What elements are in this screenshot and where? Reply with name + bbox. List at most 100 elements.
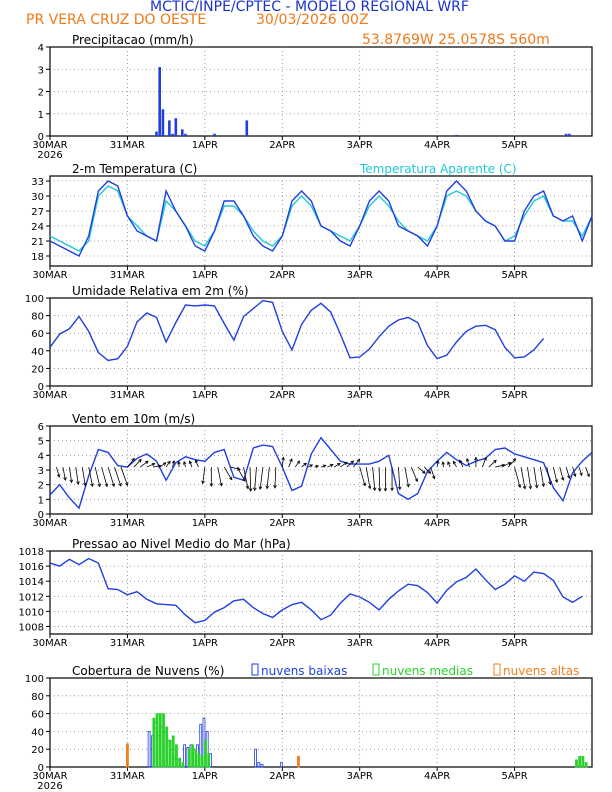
cloud-bar-nuvens-medias: [181, 762, 185, 768]
y-tick-label: 4: [38, 451, 44, 462]
wind-vector-head: [567, 475, 571, 480]
cloud-bar-nuvens-altas: [297, 755, 300, 768]
wind-vector-head: [466, 457, 470, 462]
wind-vector-head: [138, 458, 142, 463]
precip-bar: [180, 129, 184, 136]
cloud-bar-nuvens-medias: [581, 755, 585, 768]
wind-vector: [495, 464, 505, 468]
cloud-legend-label: nuvens medias: [382, 664, 473, 678]
wind-vector-head: [209, 483, 214, 487]
x-tick-label: 1APR: [192, 771, 218, 782]
y-tick-label: 27: [31, 207, 44, 218]
y-tick-label: 0: [38, 510, 44, 521]
cloud-bar-nuvens-medias: [158, 713, 162, 768]
wind-vector: [183, 461, 186, 468]
cloud-legend-label: nuvens baixas: [261, 664, 347, 678]
x-tick-label: 5APR: [501, 518, 527, 529]
wind-vector-head: [188, 460, 193, 465]
wind-vector: [436, 460, 439, 468]
x-tick-label: 30MAR: [32, 390, 67, 401]
y-tick-label: 40: [31, 347, 44, 358]
x-tick-label: 30MAR: [32, 518, 67, 529]
x-tick-label: 31MAR: [110, 638, 145, 649]
precip-bar: [155, 131, 158, 136]
x-tick-label: 4APR: [424, 140, 450, 151]
wind-vector-head: [229, 476, 233, 481]
wind-vector-head: [586, 473, 590, 478]
wind-vector-head: [237, 467, 241, 471]
pressure-line: [49, 557, 583, 624]
wind-vector-head: [453, 460, 457, 465]
wind-vector-head: [167, 460, 171, 465]
wind-vector-head: [474, 456, 478, 461]
temperature-line: [49, 179, 593, 257]
wind-vector: [68, 467, 73, 483]
wind-vector-head: [162, 462, 167, 466]
panel-frame: [49, 175, 593, 267]
precip-bar: [213, 133, 216, 136]
wind-vector: [527, 467, 532, 489]
wind-vector: [288, 458, 293, 468]
wind-vector: [430, 466, 435, 479]
x-tick-year: 2026: [37, 781, 62, 792]
header-location: PR VERA CRUZ DO OESTE: [26, 12, 207, 28]
wind-speed-line: [49, 436, 593, 510]
wind-vector: [56, 466, 60, 478]
precip-bar: [174, 118, 178, 136]
wind-vector-head: [296, 460, 300, 465]
wind-vector-head: [131, 457, 135, 462]
x-tick-label: 3APR: [347, 390, 373, 401]
cloud-bar-nuvens-baixas: [147, 731, 151, 768]
y-tick-label: 3: [38, 65, 44, 76]
x-tick-label: 1APR: [192, 518, 218, 529]
panel-title: Precipitacao (mm/h): [72, 33, 194, 47]
wind-vector-head: [560, 477, 565, 481]
y-tick-label: 1: [38, 110, 44, 121]
wind-vector-head: [435, 459, 440, 464]
wind-vector-head: [201, 480, 205, 485]
wind-vector: [372, 467, 376, 491]
wind-vector: [236, 466, 246, 482]
wind-vector-head: [56, 474, 61, 478]
wind-vector: [94, 466, 101, 487]
x-tick-label: 2APR: [269, 140, 295, 151]
wind-vector-head: [390, 487, 394, 492]
y-tick-label: 3: [38, 466, 44, 477]
panel-title: Pressao ao Nivel Medio do Mar (hPa): [72, 537, 291, 551]
wind-vector-head: [528, 485, 533, 490]
x-tick-label: 1APR: [192, 638, 218, 649]
y-tick-label: 5: [38, 437, 44, 448]
x-tick-label: 2APR: [269, 270, 295, 281]
wind-vector-head: [548, 481, 552, 486]
wind-vector: [378, 467, 381, 492]
cloud-legend-box: [251, 663, 259, 676]
cloud-bar-nuvens-medias: [584, 762, 588, 768]
wind-vector-head: [534, 484, 539, 489]
cloud-bar-nuvens-baixas: [279, 762, 283, 768]
wind-vector: [259, 467, 264, 490]
cloud-bar-nuvens-baixas: [260, 763, 264, 768]
wind-vector: [565, 466, 570, 479]
x-tick-label: 3APR: [347, 140, 373, 151]
wind-vector: [533, 467, 538, 488]
x-tick-label: 1APR: [192, 140, 218, 151]
wind-vector: [243, 466, 249, 489]
x-tick-label: 30MAR: [32, 638, 67, 649]
y-tick-label: 1018: [19, 547, 44, 558]
wind-vector-head: [273, 485, 277, 489]
cloud-bar-nuvens-medias: [162, 713, 165, 768]
wind-vector-head: [397, 486, 402, 491]
wind-vector-head: [289, 458, 293, 462]
cloud-bar-nuvens-medias: [155, 713, 159, 768]
wind-vector: [359, 466, 366, 486]
x-tick-label: 2APR: [269, 518, 295, 529]
wind-vector-head: [483, 456, 487, 461]
x-tick-label: 4APR: [424, 518, 450, 529]
wind-vector: [552, 466, 558, 483]
wind-vector: [365, 466, 371, 489]
wind-vector: [146, 463, 155, 468]
wind-vector: [101, 466, 108, 487]
panel-title: Umidade Relativa em 2m (%): [72, 284, 249, 298]
cloud-bar-nuvens-medias: [191, 744, 194, 768]
